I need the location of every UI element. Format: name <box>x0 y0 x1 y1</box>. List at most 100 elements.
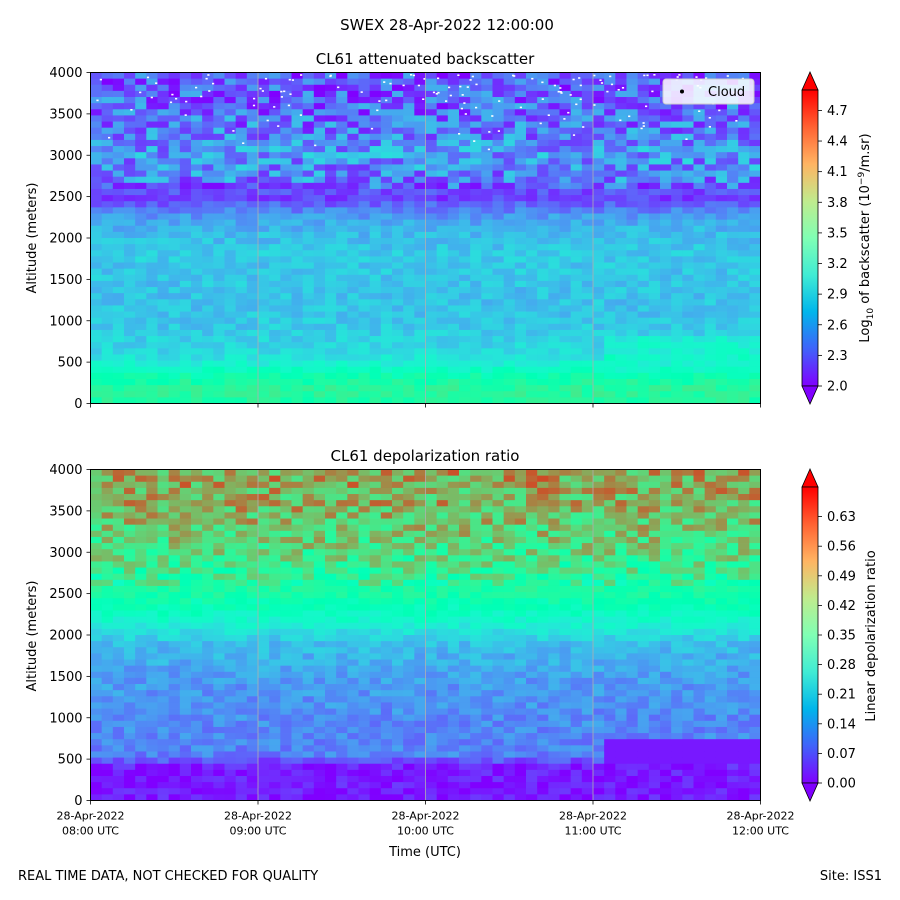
heatmap-cell <box>90 653 103 660</box>
cloud-speck <box>435 93 438 95</box>
heatmap-cell <box>213 769 225 777</box>
heatmap-cell <box>347 585 359 593</box>
heatmap-cell <box>90 487 103 495</box>
heatmap-cell <box>191 647 203 654</box>
heatmap-cell <box>727 329 739 337</box>
heatmap-cell <box>660 182 672 190</box>
heatmap-cell <box>213 78 225 86</box>
heatmap-cell <box>470 170 482 178</box>
heatmap-cell <box>481 109 493 116</box>
heatmap-cell <box>302 305 315 312</box>
heatmap-cell <box>503 158 516 165</box>
heatmap-cell <box>738 372 750 380</box>
heatmap-cell <box>749 188 761 196</box>
heatmap-cell <box>470 158 482 165</box>
heatmap-cell <box>146 287 158 294</box>
heatmap-cell <box>347 274 359 282</box>
heatmap-cell <box>459 287 471 294</box>
heatmap-cell <box>380 293 393 300</box>
heatmap-cell <box>369 702 382 709</box>
heatmap-cell <box>213 782 225 789</box>
heatmap-cell <box>179 585 192 593</box>
heatmap-cell <box>470 97 482 104</box>
heatmap-cell <box>347 659 359 667</box>
heatmap-cell <box>369 782 382 789</box>
heatmap-cell <box>749 121 761 129</box>
heatmap-cell <box>358 598 371 605</box>
heatmap-cell <box>90 188 103 196</box>
heatmap-cell <box>581 280 594 288</box>
heatmap-cell <box>313 604 326 611</box>
heatmap-cell <box>581 231 594 239</box>
heatmap-cell <box>470 219 482 227</box>
heatmap-cell <box>425 317 438 325</box>
cloud-speck <box>337 86 340 89</box>
heatmap-cell <box>135 329 147 337</box>
heatmap-cell <box>492 164 505 171</box>
heatmap-cell <box>392 133 404 141</box>
heatmap-cell <box>581 391 594 398</box>
heatmap-cell <box>135 561 147 568</box>
heatmap-cell <box>101 481 114 489</box>
heatmap-cell <box>392 481 404 489</box>
heatmap-cell <box>246 475 259 483</box>
heatmap-cell <box>135 244 147 251</box>
heatmap-cell <box>403 690 415 697</box>
heatmap-cell <box>291 397 304 404</box>
heatmap-cell <box>269 385 281 392</box>
heatmap-cell <box>447 231 460 239</box>
heatmap-cell <box>313 317 326 325</box>
heatmap-cell <box>615 299 627 306</box>
heatmap-cell <box>235 714 248 722</box>
heatmap-cell <box>135 250 147 257</box>
heatmap-cell <box>369 293 382 300</box>
heatmap-cell <box>168 378 181 386</box>
heatmap-cell <box>280 366 292 374</box>
heatmap-cell <box>112 739 125 746</box>
heatmap-cell <box>213 518 225 526</box>
heatmap-cell <box>101 653 114 660</box>
heatmap-cell <box>168 622 181 630</box>
heatmap-cell <box>101 573 114 581</box>
heatmap-cell <box>313 231 326 239</box>
heatmap-cell <box>313 274 326 282</box>
cloud-speck <box>252 104 256 107</box>
heatmap-cell <box>302 684 315 691</box>
heatmap-cell <box>570 250 583 257</box>
heatmap-cell <box>269 555 281 562</box>
heatmap-cell <box>224 78 237 86</box>
heatmap-cell <box>146 280 158 288</box>
heatmap-cell <box>347 475 359 483</box>
heatmap-cell <box>738 256 750 263</box>
heatmap-cell <box>704 182 717 190</box>
heatmap-cell <box>715 164 728 171</box>
heatmap-cell <box>246 262 259 270</box>
heatmap-cell <box>392 182 404 190</box>
heatmap-cell <box>436 299 449 306</box>
heatmap-cell <box>403 250 415 257</box>
heatmap-cell <box>414 195 426 202</box>
heatmap-cell <box>101 751 114 758</box>
heatmap-cell <box>235 360 248 368</box>
heatmap-cell <box>392 293 404 300</box>
heatmap-cell <box>336 726 348 734</box>
heatmap-cell <box>503 207 516 214</box>
heatmap-cell <box>347 268 359 276</box>
heatmap-cell <box>280 244 292 251</box>
heatmap-cell <box>179 293 192 300</box>
heatmap-cell <box>157 231 170 239</box>
heatmap-cell <box>146 671 158 679</box>
heatmap-cell <box>90 378 103 386</box>
heatmap-cell <box>414 262 426 270</box>
heatmap-cell <box>191 139 203 147</box>
heatmap-cell <box>626 372 639 380</box>
cloud-legend[interactable]: Cloud <box>662 78 755 105</box>
heatmap-cell <box>157 207 170 214</box>
heatmap-cell <box>615 84 627 92</box>
heatmap-cell <box>559 354 572 361</box>
heatmap-cell <box>291 530 304 538</box>
heatmap-cell <box>191 121 203 129</box>
cloud-speck <box>96 99 99 102</box>
heatmap-cell <box>157 176 170 184</box>
heatmap-cell <box>380 690 393 697</box>
